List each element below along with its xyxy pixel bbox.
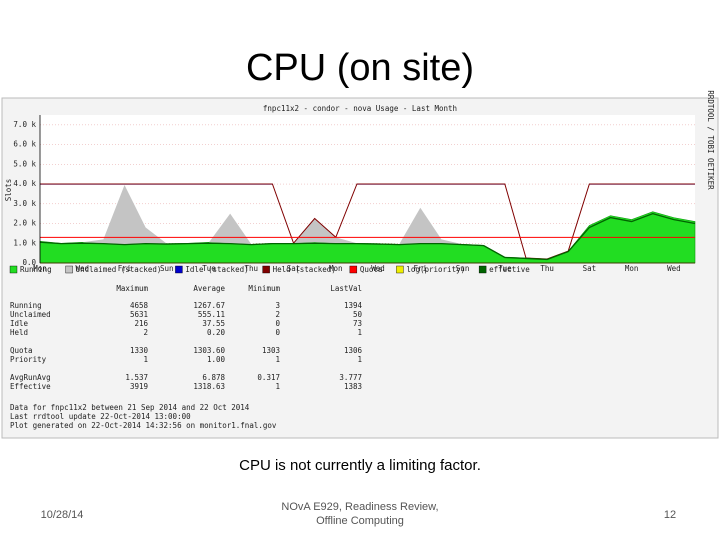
stats-cell: 1.537 bbox=[125, 373, 148, 382]
y-tick-label: 3.0 k bbox=[13, 199, 36, 208]
legend-label: Running bbox=[20, 265, 52, 274]
stats-cell: 0 bbox=[275, 328, 280, 337]
stats-cell: 5631 bbox=[130, 310, 148, 319]
stats-cell: 1 bbox=[143, 355, 148, 364]
legend-label: log(priority) bbox=[406, 265, 465, 274]
stats-cell: 555.11 bbox=[198, 310, 225, 319]
x-tick-label: Wed bbox=[75, 264, 89, 273]
x-tick-label: Fri bbox=[118, 264, 132, 273]
stats-cell: 73 bbox=[353, 319, 362, 328]
stats-header: Maximum bbox=[116, 284, 148, 293]
x-tick-label: Sun bbox=[456, 264, 470, 273]
line bbox=[39, 212, 696, 261]
x-tick-label: Fri bbox=[414, 264, 428, 273]
y-tick-label: 1.0 k bbox=[13, 238, 36, 247]
stats-row-name: Running bbox=[10, 301, 42, 310]
stats-cell: 2 bbox=[143, 328, 148, 337]
stats-cell: 1394 bbox=[344, 301, 363, 310]
legend-swatch bbox=[396, 265, 404, 274]
stats-cell: 3.777 bbox=[339, 373, 362, 382]
x-tick-label: Sat bbox=[583, 264, 597, 273]
legend-label: effective bbox=[489, 265, 530, 274]
footer-center: NOvA E929, Readiness Review, Offline Com… bbox=[281, 501, 439, 527]
caption: CPU is not currently a limiting factor. bbox=[239, 457, 481, 474]
footnote: Data for fnpc11x2 between 21 Sep 2014 an… bbox=[10, 403, 250, 412]
x-tick-label: Thu bbox=[540, 264, 554, 273]
stats-header: LastVal bbox=[330, 284, 362, 293]
x-tick-label: Wed bbox=[371, 264, 385, 273]
stats-cell: 1 bbox=[275, 382, 280, 391]
stats-cell: 1 bbox=[275, 355, 280, 364]
stats-row-name: Quota bbox=[10, 346, 33, 355]
stats-cell: 0.20 bbox=[207, 328, 226, 337]
stats-cell: 6.878 bbox=[202, 373, 225, 382]
legend-swatch bbox=[262, 265, 270, 274]
y-tick-label: 6.0 k bbox=[13, 140, 36, 149]
y-axis-label: Slots bbox=[4, 179, 13, 202]
stats-header: Minimum bbox=[248, 284, 280, 293]
x-tick-label: Mon bbox=[33, 264, 47, 273]
stats-cell: 216 bbox=[134, 319, 148, 328]
stats-cell: 37.55 bbox=[202, 319, 225, 328]
stats-cell: 4658 bbox=[130, 301, 149, 310]
footnote: Plot generated on 22-Oct-2014 14:32:56 o… bbox=[10, 421, 277, 430]
stats-cell: 1 bbox=[357, 355, 362, 364]
legend-label: Idle (stacked) bbox=[185, 265, 248, 274]
stats-cell: 1.00 bbox=[207, 355, 226, 364]
chart-title: fnpc11x2 - condor - nova Usage - Last Mo… bbox=[263, 104, 457, 113]
stats-row-name: Effective bbox=[10, 382, 51, 391]
y-tick-label: 7.0 k bbox=[13, 120, 36, 129]
y-tick-label: 2.0 k bbox=[13, 219, 36, 228]
stats-cell: 3 bbox=[275, 301, 280, 310]
slide-title: CPU (on site) bbox=[246, 47, 474, 89]
footer-date: 10/28/14 bbox=[41, 509, 84, 521]
stats-cell: 2 bbox=[275, 310, 280, 319]
x-tick-label: Wed bbox=[667, 264, 681, 273]
x-tick-label: Tue bbox=[202, 264, 216, 273]
legend-swatch bbox=[349, 265, 358, 274]
x-tick-label: Mon bbox=[329, 264, 343, 273]
stats-cell: 1267.67 bbox=[193, 301, 225, 310]
stats-cell: 1303 bbox=[262, 346, 280, 355]
legend-swatch bbox=[65, 265, 73, 274]
stats-cell: 0.317 bbox=[257, 373, 280, 382]
legend-label: Unclaimed (stacked) bbox=[76, 265, 162, 274]
stats-row-name: Held bbox=[10, 328, 28, 337]
x-tick-label: Mon bbox=[625, 264, 639, 273]
legend-label: Quota bbox=[360, 265, 383, 274]
stats-cell: 1330 bbox=[130, 346, 149, 355]
legend-swatch bbox=[9, 265, 18, 274]
footnote: Last rrdtool update 22-Oct-2014 13:00:00 bbox=[10, 412, 191, 421]
stats-row-name: Idle bbox=[10, 319, 29, 328]
stats-row-name: Priority bbox=[10, 355, 47, 364]
stats-cell: 3919 bbox=[130, 382, 148, 391]
side-label: RRDTOOL / TOBI OETIKER bbox=[706, 90, 715, 190]
stats-cell: 1 bbox=[357, 328, 362, 337]
stats-row-name: Unclaimed bbox=[10, 310, 51, 319]
y-tick-label: 4.0 k bbox=[13, 179, 36, 188]
x-tick-label: Tue bbox=[498, 264, 512, 273]
stats-cell: 50 bbox=[353, 310, 363, 319]
stats-cell: 1306 bbox=[344, 346, 363, 355]
legend-swatch bbox=[478, 265, 487, 274]
stats-cell: 1318.63 bbox=[193, 382, 225, 391]
stats-cell: 0 bbox=[275, 319, 280, 328]
stats-cell: 1383 bbox=[344, 382, 362, 391]
stats-row-name: AvgRunAvg bbox=[10, 373, 51, 382]
x-tick-label: Sat bbox=[287, 264, 301, 273]
line bbox=[40, 183, 695, 260]
stats-cell: 1303.60 bbox=[193, 346, 225, 355]
footer-page: 12 bbox=[664, 509, 676, 521]
x-tick-label: Sun bbox=[160, 264, 174, 273]
legend-swatch bbox=[175, 265, 183, 274]
y-tick-label: 0.0 bbox=[22, 258, 36, 267]
x-tick-label: Thu bbox=[245, 264, 259, 273]
y-tick-label: 5.0 k bbox=[13, 159, 36, 168]
stats-header: Average bbox=[193, 284, 225, 293]
footer-center-box: NOvA E929, Readiness Review, Offline Com… bbox=[281, 501, 439, 527]
legend-label: Held (stacked) bbox=[273, 265, 336, 274]
